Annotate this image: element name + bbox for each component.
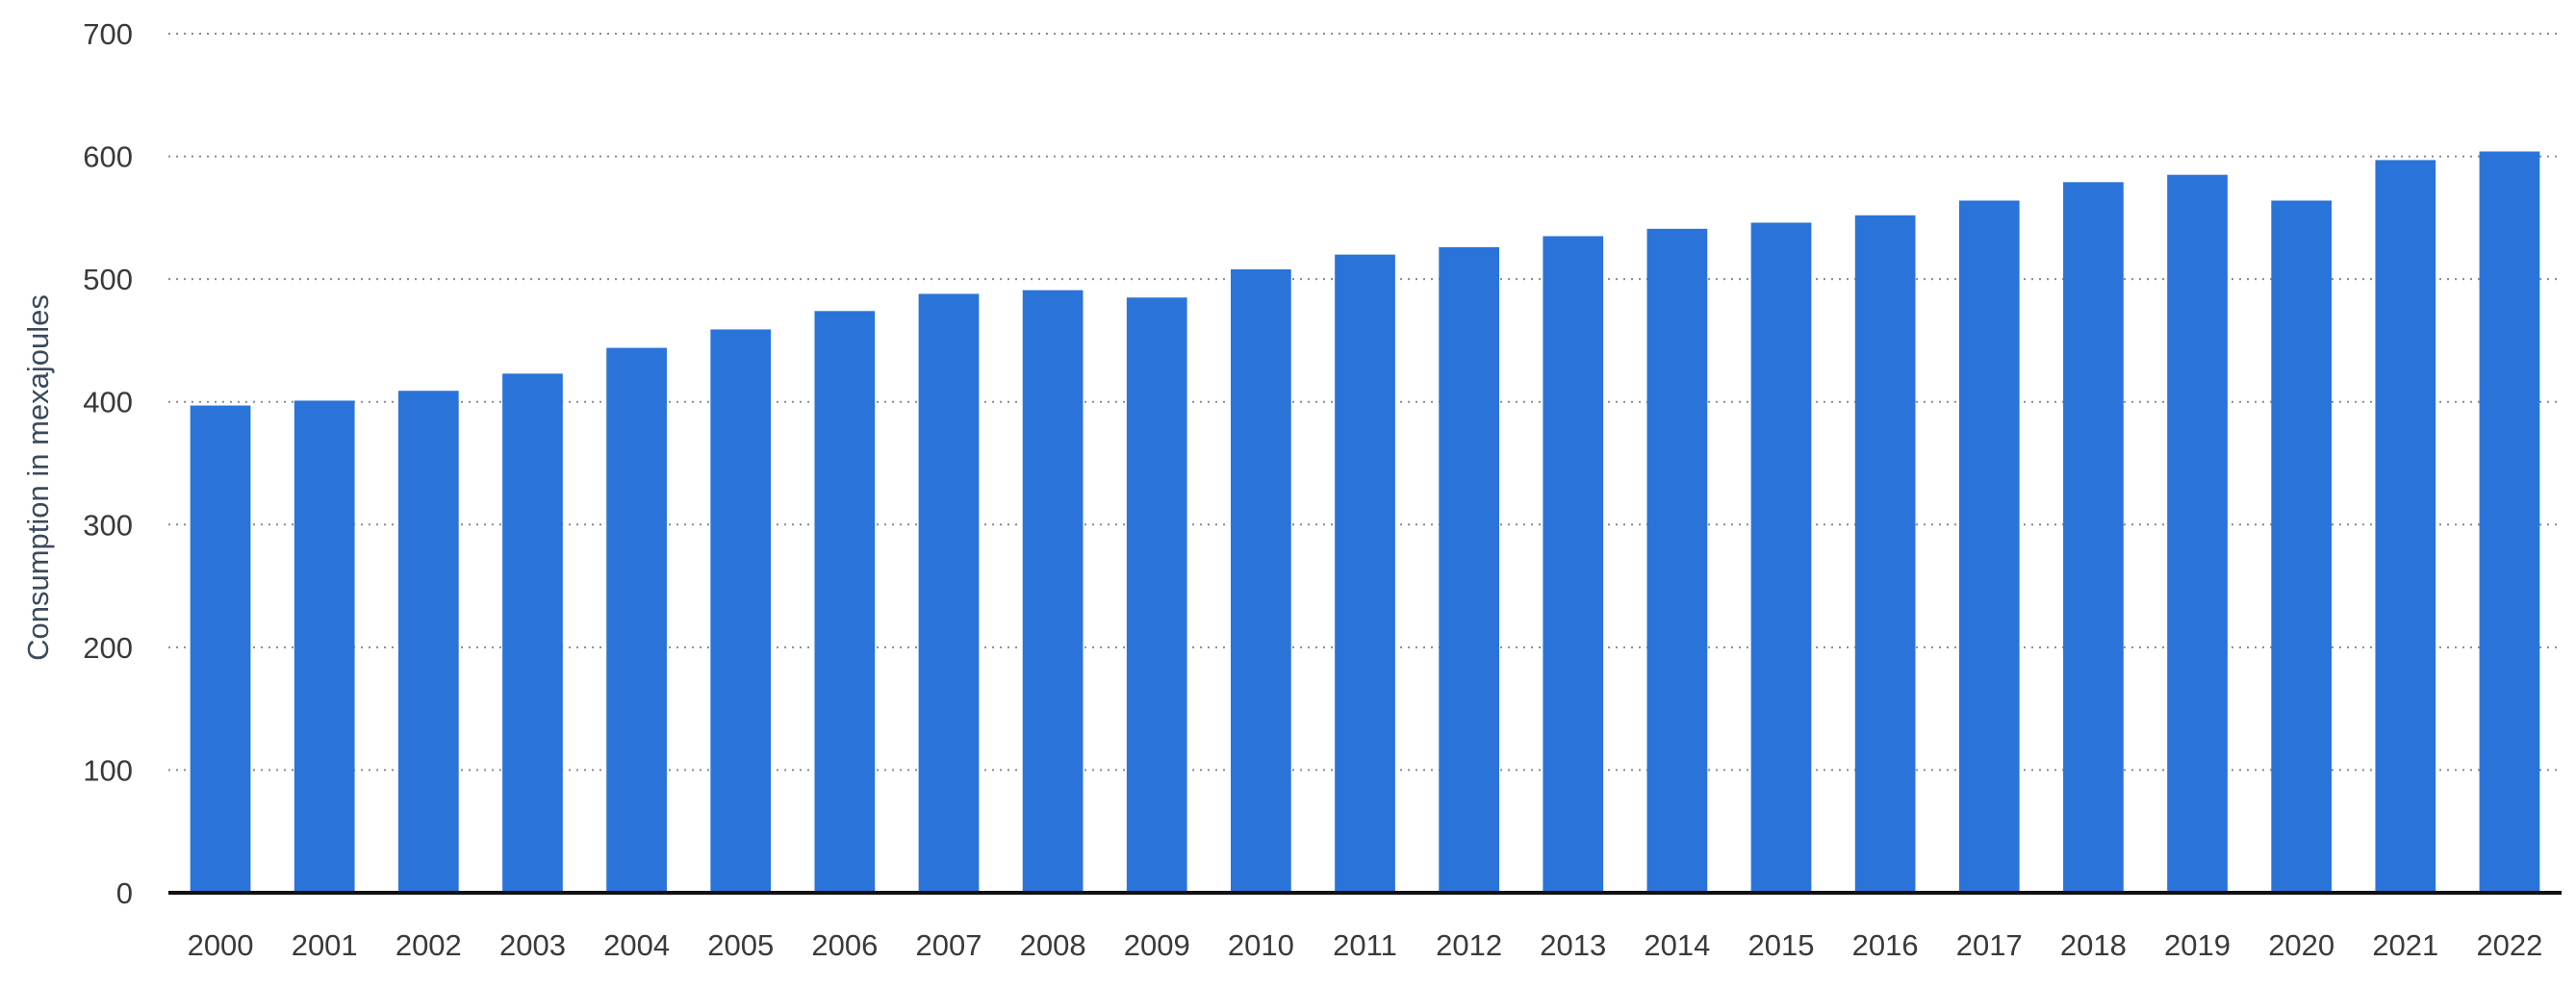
bar-2004 — [606, 347, 667, 893]
bar-2019 — [2167, 174, 2228, 893]
bar-2022 — [2479, 151, 2540, 893]
x-tick-label-2014: 2014 — [1644, 928, 1710, 962]
y-axis-ticks: 0 100 200 300 400 500 600 700 — [83, 17, 133, 910]
x-tick-label-2000: 2000 — [188, 928, 254, 962]
bar-2010 — [1231, 268, 1291, 893]
x-tick-label-2013: 2013 — [1540, 928, 1606, 962]
bar-2006 — [814, 311, 876, 894]
x-tick-label-2020: 2020 — [2268, 928, 2334, 962]
x-tick-label-2001: 2001 — [292, 928, 358, 962]
bar-2021 — [2375, 160, 2436, 894]
bar-2009 — [1126, 297, 1187, 893]
gridlines — [168, 33, 2562, 772]
y-tick-label-500: 500 — [83, 263, 133, 296]
y-tick-label-100: 100 — [83, 753, 133, 787]
bar-2013 — [1543, 236, 1604, 893]
bar-2001 — [293, 400, 355, 893]
bar-2014 — [1646, 228, 1708, 894]
bar-2011 — [1335, 254, 1395, 894]
x-tick-label-2009: 2009 — [1124, 928, 1190, 962]
y-tick-label-200: 200 — [83, 631, 133, 665]
bar-2017 — [1958, 200, 2020, 894]
bar-2016 — [1854, 215, 1916, 893]
y-tick-label-700: 700 — [83, 17, 133, 51]
y-tick-label-400: 400 — [83, 386, 133, 419]
bar-2005 — [710, 329, 772, 893]
bar-2020 — [2271, 200, 2333, 894]
bar-2015 — [1750, 222, 1812, 893]
x-tick-label-2018: 2018 — [2060, 928, 2127, 962]
x-tick-label-2015: 2015 — [1748, 928, 1815, 962]
x-axis-ticks: 2000 2001 2002 2003 2004 2005 2006 2007 2008 2009… — [188, 928, 2543, 962]
x-tick-label-2006: 2006 — [811, 928, 878, 962]
x-tick-label-2011: 2011 — [1333, 928, 1397, 962]
bar-2002 — [397, 391, 459, 893]
x-tick-label-2022: 2022 — [2476, 928, 2542, 962]
bar-2008 — [1022, 290, 1084, 894]
bars — [190, 151, 2540, 894]
bar-2012 — [1439, 246, 1499, 894]
x-tick-label-2012: 2012 — [1436, 928, 1502, 962]
bar-2000 — [190, 405, 251, 893]
x-tick-label-2021: 2021 — [2372, 928, 2438, 962]
x-tick-label-2008: 2008 — [1020, 928, 1086, 962]
bar-2018 — [2063, 182, 2124, 893]
x-tick-label-2017: 2017 — [1956, 928, 2023, 962]
x-tick-label-2005: 2005 — [707, 928, 774, 962]
x-tick-label-2004: 2004 — [603, 928, 670, 962]
x-tick-label-2002: 2002 — [395, 928, 462, 962]
x-tick-label-2007: 2007 — [915, 928, 982, 962]
y-axis-title: Consumption in mexajoules — [21, 294, 55, 661]
bar-2007 — [918, 293, 980, 893]
x-tick-label-2016: 2016 — [1852, 928, 1919, 962]
y-tick-label-0: 0 — [116, 876, 133, 910]
y-tick-label-300: 300 — [83, 508, 133, 542]
y-tick-label-600: 600 — [83, 140, 133, 174]
x-tick-label-2003: 2003 — [499, 928, 566, 962]
x-tick-label-2019: 2019 — [2164, 928, 2231, 962]
x-tick-label-2010: 2010 — [1228, 928, 1294, 962]
bar-2003 — [502, 373, 563, 893]
